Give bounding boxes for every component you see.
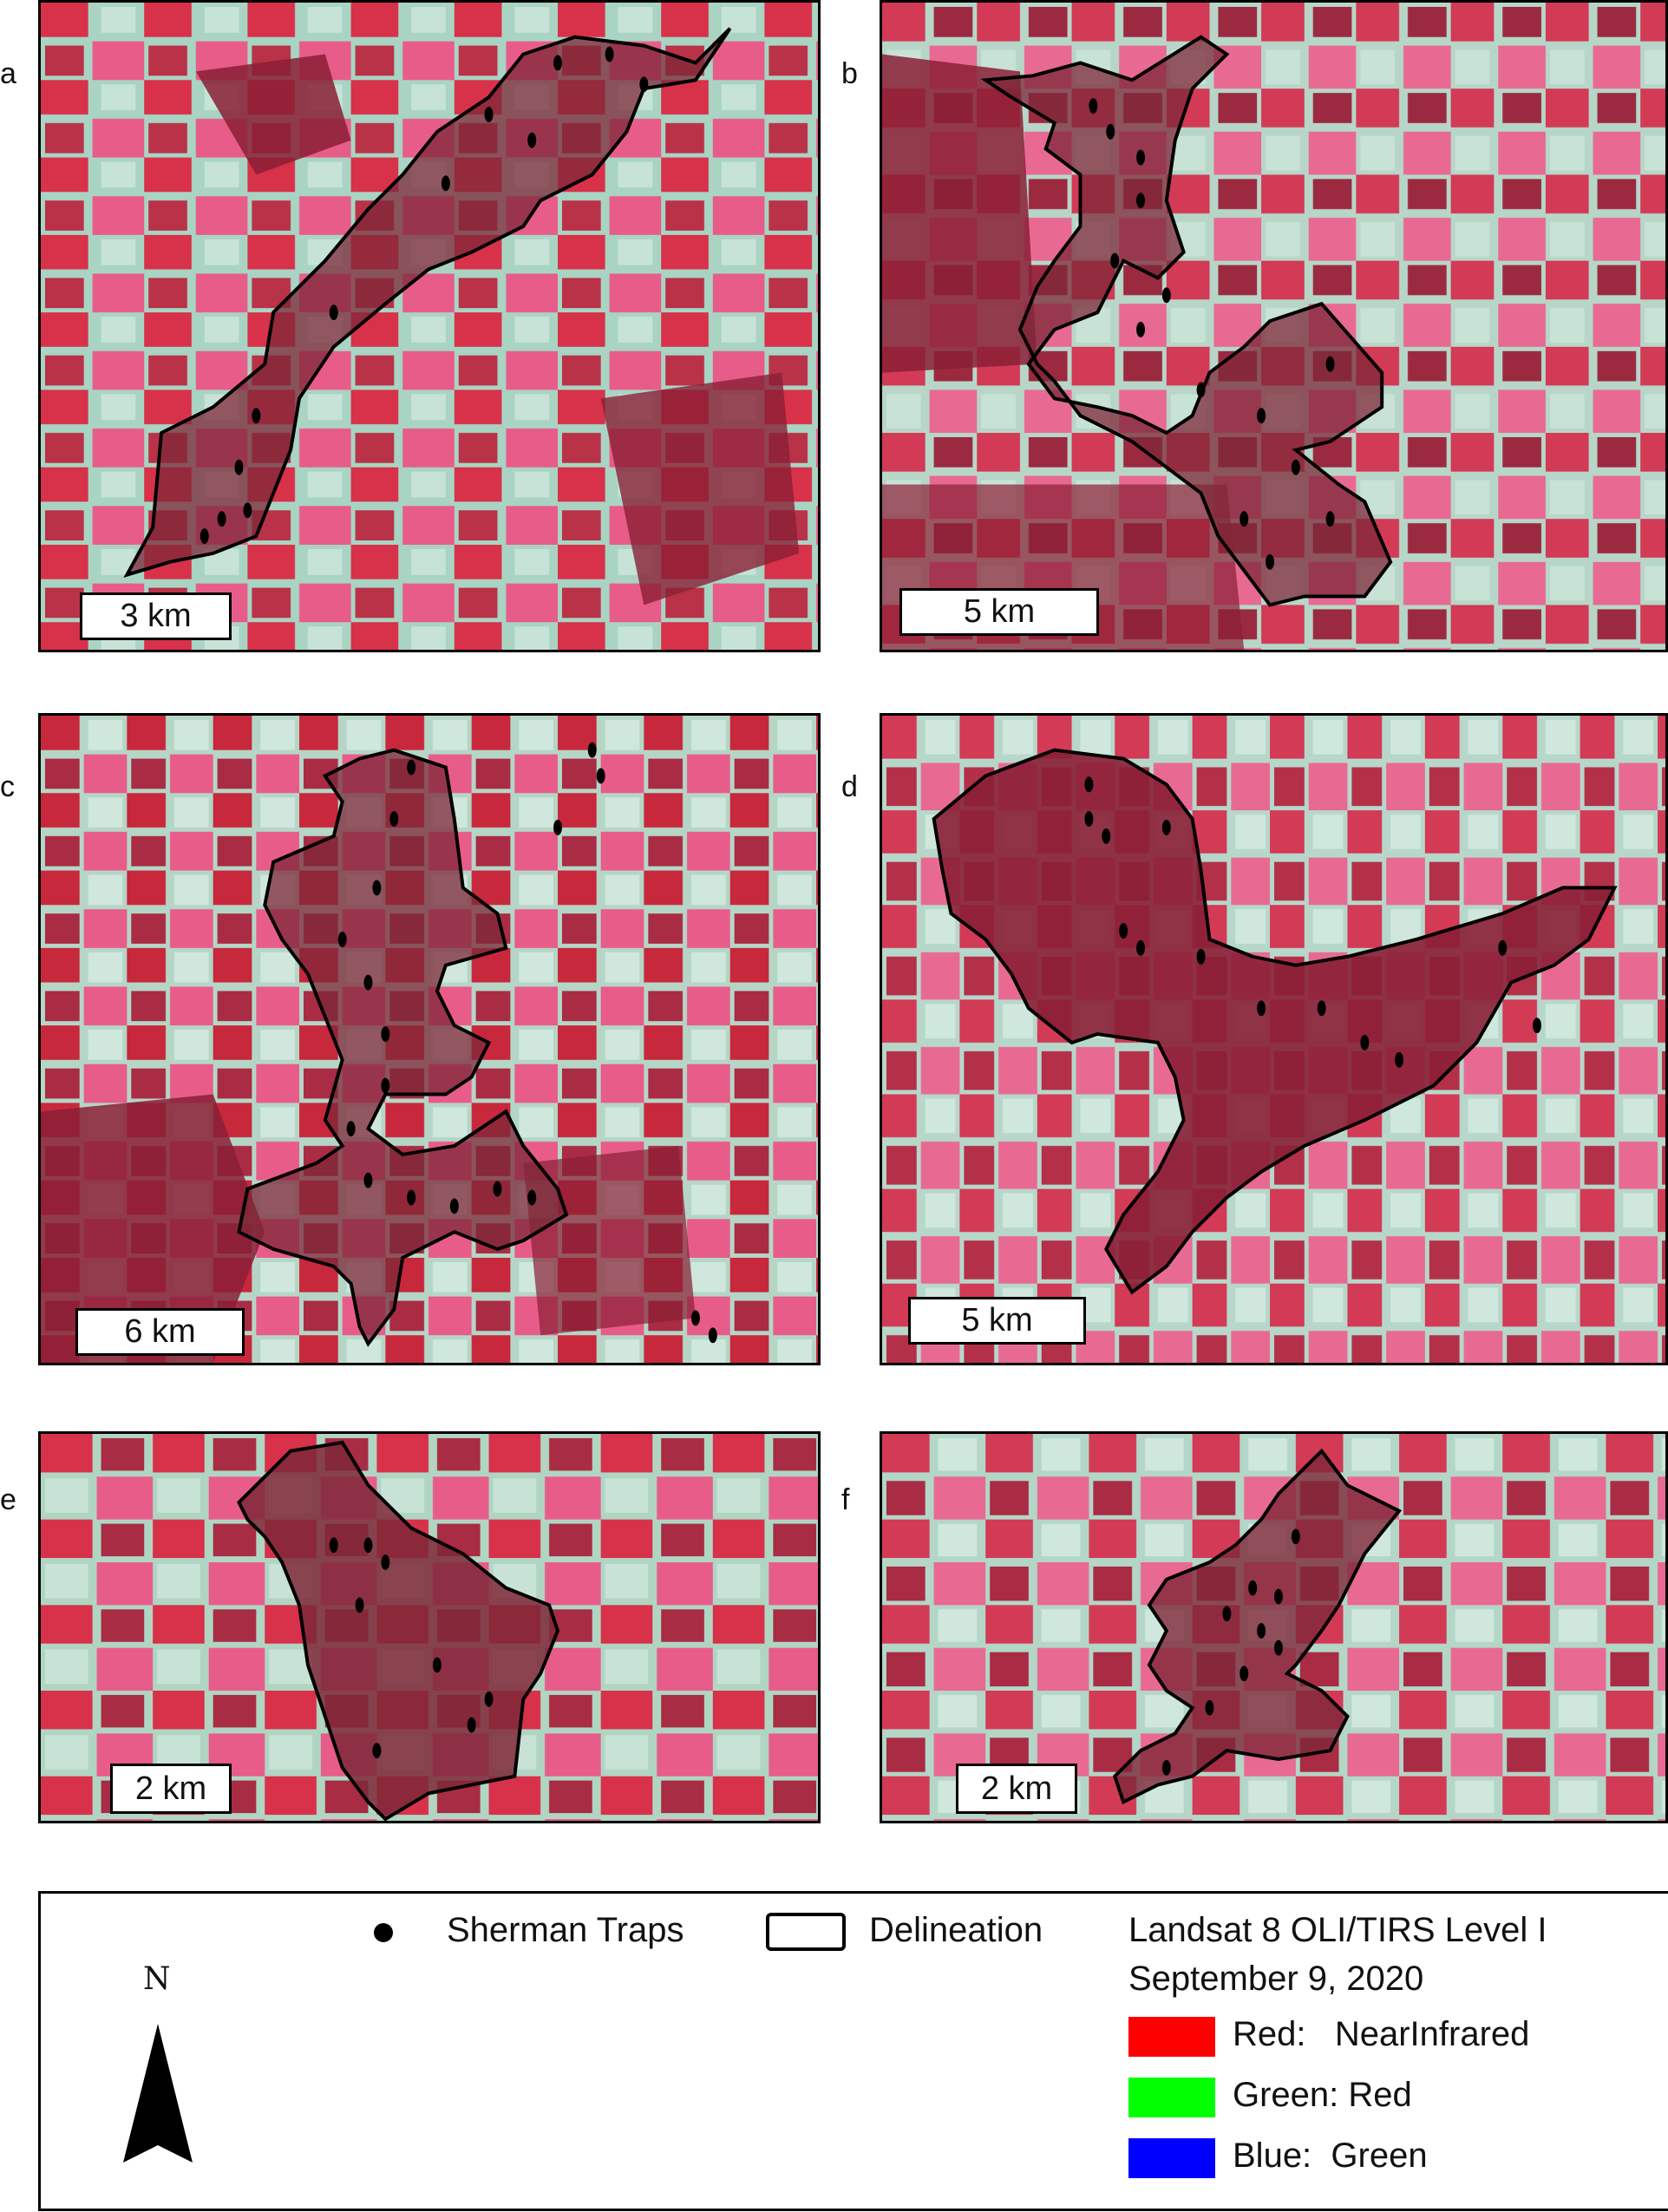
delineation-polygon-a: [123, 27, 732, 578]
panel-letter-c: c: [0, 770, 15, 803]
legend-source-line1: Landsat 8 OLI/TIRS Level I: [1128, 1911, 1547, 1949]
scale-bar-f: 2 km: [956, 1764, 1077, 1814]
delineation-polygon-c: [237, 748, 569, 1347]
panel-letter-d: d: [841, 770, 858, 803]
scale-bar-e: 2 km: [110, 1764, 232, 1814]
panel-letter-e: e: [0, 1483, 16, 1516]
legend-source-line2: September 9, 2020: [1128, 1960, 1424, 1998]
band-label-green: Green: Red: [1233, 2076, 1412, 2114]
delineation-polygon-f: [1112, 1448, 1403, 1805]
trap-marker-icon: [374, 1923, 393, 1942]
map-panel-c: 6 km: [38, 713, 821, 1365]
map-panel-d: 5 km: [880, 713, 1668, 1365]
band-swatch-red: [1128, 2017, 1215, 2057]
delineation-polygon-d: [932, 748, 1618, 1295]
satellite-image-a: [41, 3, 818, 650]
trap-markers-d: [1084, 776, 1541, 1068]
satellite-image-d: [882, 716, 1665, 1363]
panel-letter-b: b: [841, 57, 858, 90]
band-label-blue: Blue: Green: [1233, 2137, 1428, 2175]
scale-bar-b: 5 km: [899, 588, 1099, 636]
satellite-image-b: [882, 3, 1665, 650]
band-swatch-green: [1128, 2078, 1215, 2117]
trap-markers-a: [200, 46, 649, 544]
legend-delineation-label: Delineation: [869, 1911, 1043, 1949]
delineation-polygon-b: [980, 35, 1393, 607]
trap-markers-c: [337, 742, 717, 1344]
north-label: N: [143, 1961, 171, 1997]
map-panel-e: 2 km: [38, 1431, 821, 1823]
panel-letter-a: a: [0, 57, 16, 90]
map-panel-b: 5 km: [880, 0, 1668, 652]
delineation-polygon-e: [237, 1440, 560, 1821]
band-label-red: Red: NearInfrared: [1233, 2015, 1530, 2053]
trap-markers-e: [329, 1537, 494, 1758]
map-panel-a: 3 km: [38, 0, 821, 652]
scale-bar-c: 6 km: [75, 1308, 245, 1356]
satellite-image-f: [882, 1434, 1665, 1821]
satellite-image-c: [41, 716, 818, 1363]
delineation-swatch: [766, 1913, 846, 1951]
panel-letter-f: f: [841, 1483, 850, 1516]
legend-traps-label: Sherman Traps: [447, 1911, 684, 1949]
map-legend: N Sherman Traps Delineation Landsat 8 OL…: [38, 1891, 1668, 2211]
scale-bar-d: 5 km: [908, 1297, 1086, 1345]
north-arrow-icon: [123, 2024, 193, 2163]
trap-markers-b: [1089, 98, 1335, 570]
trap-markers-f: [1161, 1528, 1300, 1776]
map-panel-f: 2 km: [880, 1431, 1668, 1823]
scale-bar-a: 3 km: [80, 592, 232, 640]
band-swatch-blue: [1128, 2138, 1215, 2178]
satellite-image-e: [41, 1434, 818, 1821]
